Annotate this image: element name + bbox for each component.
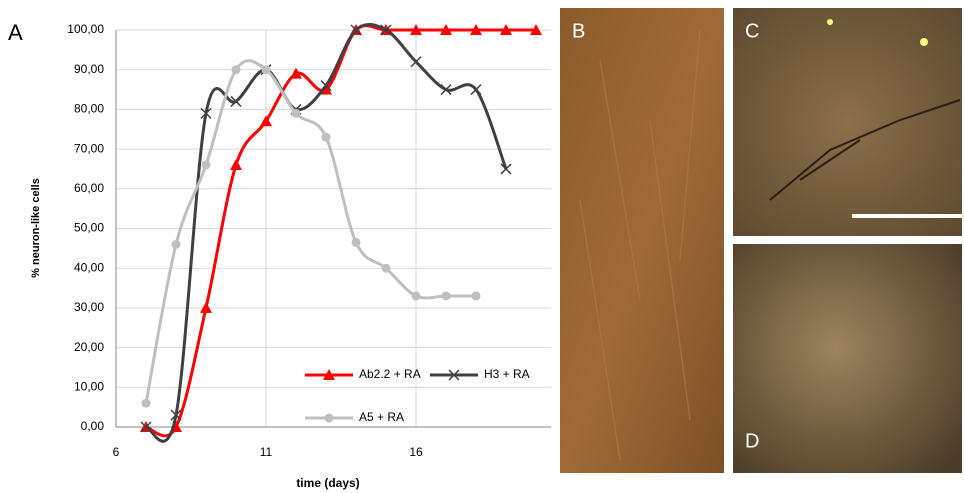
y-tick-label: 80,00 bbox=[74, 102, 104, 116]
marker bbox=[442, 291, 451, 300]
marker bbox=[322, 133, 331, 142]
y-tick-label: 90,00 bbox=[74, 62, 104, 76]
y-tick-label: 30,00 bbox=[74, 300, 104, 314]
marker bbox=[142, 399, 151, 408]
y-axis-label: % neuron-like cells bbox=[30, 178, 42, 278]
marker bbox=[472, 291, 481, 300]
y-tick-label: 0,00 bbox=[81, 419, 105, 433]
x-axis-label: time (days) bbox=[296, 476, 359, 490]
marker bbox=[262, 65, 271, 74]
marker bbox=[202, 160, 211, 169]
y-tick-label: 20,00 bbox=[74, 340, 104, 354]
x-tick-label: 11 bbox=[260, 445, 273, 459]
marker bbox=[230, 159, 242, 170]
marker bbox=[325, 414, 334, 423]
legend-label: H3 + RA bbox=[484, 367, 530, 381]
y-tick-label: 50,00 bbox=[74, 221, 104, 235]
panel-label: C bbox=[745, 20, 759, 42]
legend-label: A5 + RA bbox=[359, 410, 404, 424]
marker bbox=[412, 291, 421, 300]
legend-label: Ab2.2 + RA bbox=[359, 367, 421, 381]
figure: A time (days) % neuron-like cells 0,00 10… bbox=[0, 0, 964, 493]
panel-label: A bbox=[8, 20, 23, 45]
marker bbox=[382, 264, 391, 273]
panel-label: B bbox=[572, 20, 585, 42]
y-tick-label: 60,00 bbox=[74, 181, 104, 195]
y-tick-label: 10,00 bbox=[74, 379, 104, 393]
plot: 0,00 10,00 20,00 30,00 40,00 50,00 60,00 70,00 8… bbox=[67, 22, 551, 459]
y-tick-label: 100,00 bbox=[67, 22, 104, 36]
x-tick-label: 6 bbox=[113, 445, 120, 459]
y-tick-label: 40,00 bbox=[74, 260, 104, 274]
texture bbox=[827, 19, 833, 25]
texture bbox=[920, 38, 928, 46]
y-tick-label: 70,00 bbox=[74, 141, 104, 155]
panel-label: D bbox=[745, 430, 759, 452]
marker bbox=[292, 109, 301, 118]
micrograph-b bbox=[560, 8, 724, 473]
marker bbox=[232, 65, 241, 74]
x-tick-label: 16 bbox=[409, 445, 423, 459]
marker bbox=[471, 85, 481, 95]
micrograph-d bbox=[733, 244, 962, 473]
marker bbox=[172, 240, 181, 249]
marker bbox=[352, 238, 361, 247]
